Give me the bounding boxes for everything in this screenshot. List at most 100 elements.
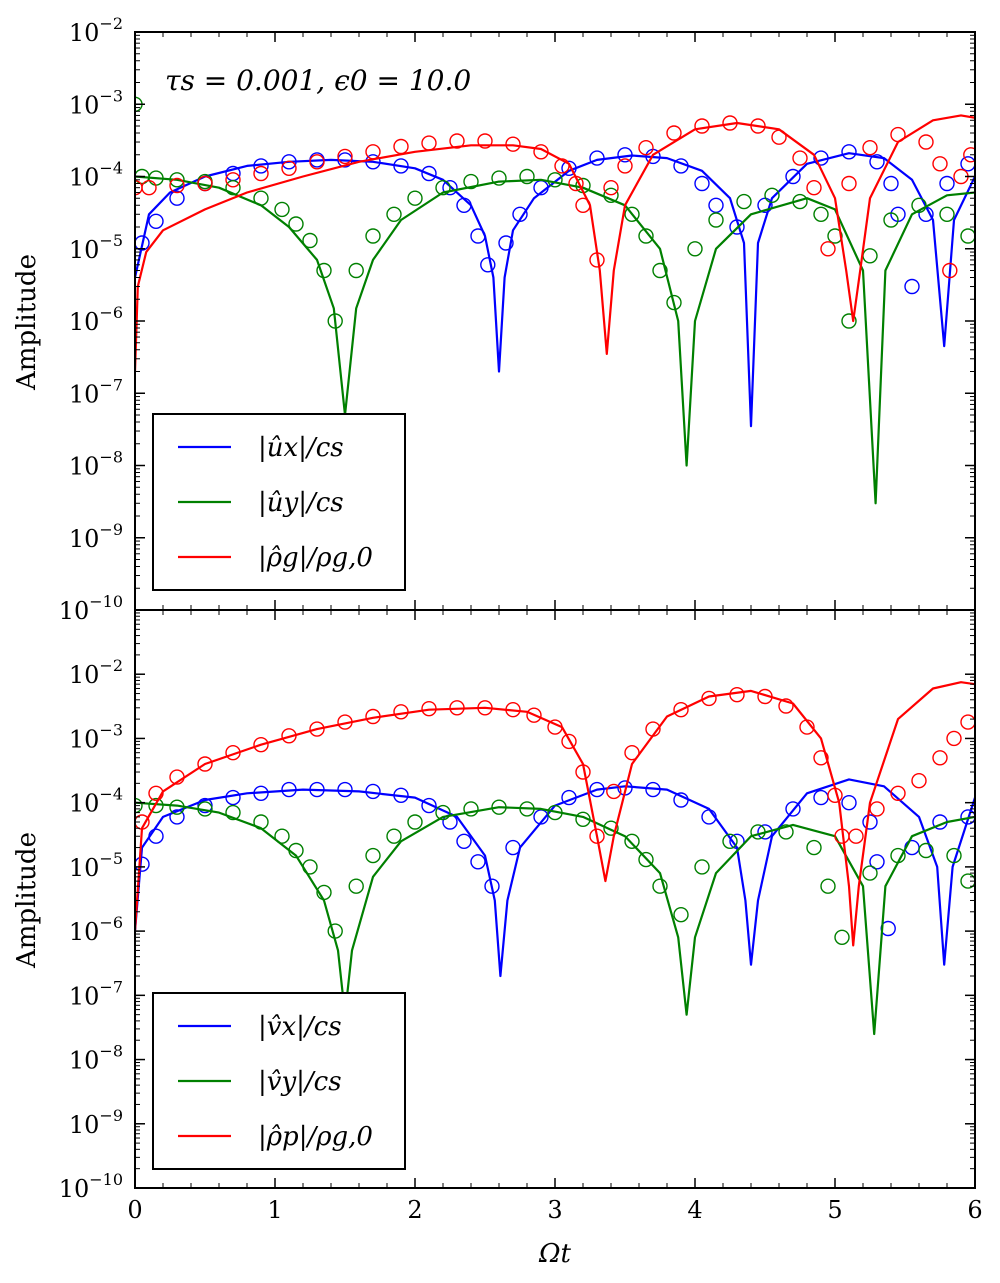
top-series-0-marker: [365, 154, 381, 170]
top-series-1-marker: [253, 190, 269, 206]
bottom-series-0-marker: [561, 789, 577, 806]
bottom-series-2-marker: [225, 745, 241, 761]
bottom-series-2-marker: [589, 828, 605, 844]
top-series-0-marker: [421, 165, 437, 182]
xlabel: Ωt: [538, 1239, 572, 1269]
bottom-ticks: 0 1 2 3 4 5 6 10−2 10−3 10−4 10−5 10−6 10−7 10−8 10−9 1…: [59, 609, 983, 1224]
bottom-legend-label: |ρ̂p|/ρg,0: [258, 1122, 373, 1152]
top-series-1-marker: [883, 212, 899, 228]
top-series-2-marker: [942, 262, 958, 279]
bottom-series-2-marker: [890, 785, 906, 801]
top-series-2-marker: [820, 241, 836, 257]
bottom-series-0-marker: [484, 878, 500, 894]
top-series-1-marker: [386, 206, 402, 223]
bottom-series-2-marker: [606, 783, 622, 800]
bottom-series-0-marker: [169, 809, 185, 825]
bottom-series-1-marker: [288, 842, 304, 859]
bottom-series-2-marker: [624, 745, 640, 761]
top-series-1-marker: [638, 228, 654, 244]
bottom-series-0-marker: [841, 795, 857, 811]
top-series-2-marker: [862, 139, 878, 156]
bottom-series-1-marker: [638, 851, 654, 868]
bottom-series-0-marker: [645, 781, 661, 798]
top-series-0-marker: [393, 158, 409, 174]
top-series-0-marker: [169, 190, 185, 206]
bottom-series-2-marker: [575, 764, 591, 780]
bottom-series-2-marker: [813, 750, 829, 766]
top-series-2-marker: [722, 115, 738, 131]
top-series-1-marker: [288, 216, 304, 232]
top-series-1-marker: [407, 190, 423, 206]
bottom-series-2-marker: [253, 737, 269, 753]
bottom-series-2-marker: [701, 690, 717, 707]
bottom-series-0-marker: [589, 781, 605, 798]
top-annotation: τs = 0.001, ϵ0 = 10.0: [165, 64, 471, 97]
top-series-0-marker: [512, 206, 528, 223]
bottom-series-1-marker: [365, 847, 381, 864]
xtick-label: 0: [127, 1196, 142, 1224]
bottom-series-2-marker: [281, 728, 297, 744]
xtick-label: 1: [267, 1196, 282, 1224]
bottom-series-2-marker: [148, 785, 164, 801]
top-series-0-marker: [694, 175, 710, 192]
top-series-1-marker: [764, 187, 780, 204]
bottom-series-1-marker: [820, 878, 836, 894]
bottom-series-2-marker: [561, 733, 577, 750]
bottom-series-0-marker: [393, 787, 409, 803]
bottom-series-layer: [135, 681, 975, 1036]
top-series-1-marker: [624, 206, 640, 223]
bottom-series-0-marker: [729, 833, 745, 849]
bottom-series-2-marker: [169, 769, 185, 785]
bottom-series-1-marker: [197, 801, 213, 817]
xtick-label: 3: [547, 1196, 562, 1224]
top-series-1-marker: [666, 294, 682, 311]
top-series-0-marker: [869, 154, 885, 170]
bottom-series-0-marker: [253, 785, 269, 801]
top-series-1-marker: [862, 248, 878, 264]
bottom-series-1-marker: [386, 828, 402, 844]
bottom-series-1-marker: [148, 797, 164, 814]
top-series-0-marker: [337, 152, 353, 168]
top-series-1-marker: [225, 179, 241, 196]
bottom-series-1-marker: [274, 828, 290, 844]
top-legend-label: |ûx|/cs: [258, 433, 344, 463]
top-series-2-marker: [568, 175, 584, 192]
bottom-ytick-label: 10−2: [69, 656, 123, 689]
bottom-series-0-marker: [813, 789, 829, 806]
bottom-series-0-marker: [785, 801, 801, 817]
bottom-series-1-marker: [135, 797, 143, 814]
bottom-series-1-marker: [169, 799, 185, 815]
bottom-series-0-marker: [365, 783, 381, 800]
bottom-series-1-marker: [547, 804, 563, 821]
bottom-legend-label: |v̂x|/cs: [258, 1012, 342, 1042]
top-series-2-marker: [806, 179, 822, 196]
top-series-2-marker: [533, 144, 549, 160]
top-series-2-marker: [638, 139, 654, 156]
top-series-2-marker: [792, 150, 808, 166]
top-series-0-marker: [148, 213, 164, 230]
top-series-2-marker: [225, 172, 241, 188]
bottom-series-2-marker: [505, 702, 521, 718]
bottom-series-2-marker: [960, 714, 975, 730]
top-series-0-marker: [561, 160, 577, 177]
top-series-2-marker: [309, 154, 325, 170]
bottom-series-1-marker: [327, 923, 343, 939]
top-series-2-marker: [666, 125, 682, 141]
top-series-0-marker: [813, 150, 829, 166]
bottom-series-1-marker: [575, 811, 591, 827]
top-series-1-marker: [708, 212, 724, 228]
top-series-2-marker: [918, 134, 934, 150]
bottom-series-2-marker: [197, 756, 213, 772]
top-series-1-marker: [491, 170, 507, 186]
top-series-1-marker: [169, 172, 185, 188]
top-legend: |ûx|/cs |ûy|/cs |ρ̂g|/ρg,0: [152, 413, 406, 591]
bottom-series-1-marker: [302, 859, 318, 875]
top-series-2-marker: [841, 175, 857, 192]
bottom-ytick-label: 10−9: [69, 1106, 123, 1139]
bottom-series-2-marker: [365, 708, 381, 725]
bottom-series-1-marker: [750, 824, 766, 840]
top-series-1-marker: [939, 206, 955, 223]
bottom-series-1-marker: [918, 842, 934, 859]
top-series-0-marker: [589, 150, 605, 166]
